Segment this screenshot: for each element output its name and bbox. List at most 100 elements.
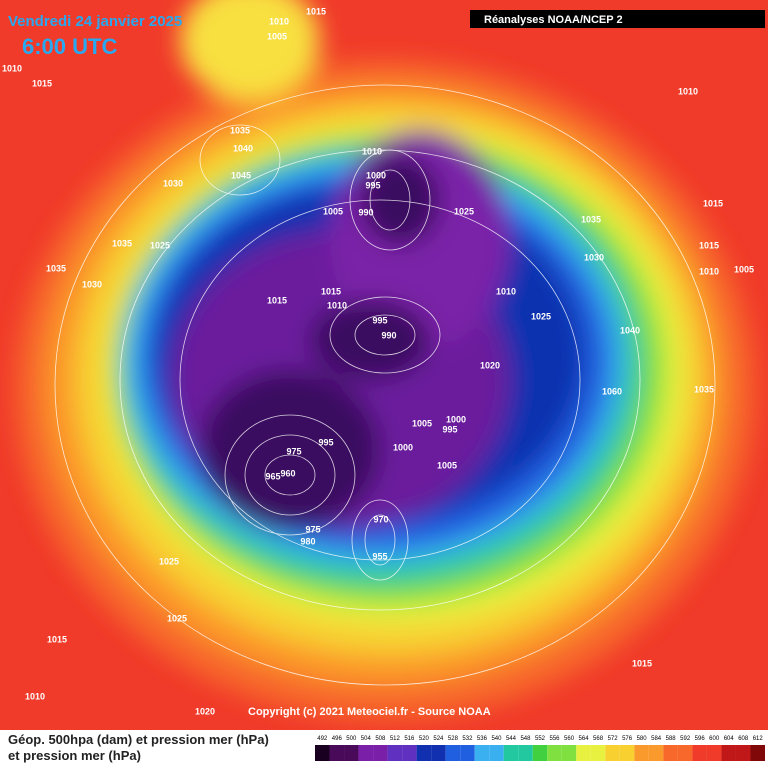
scale-swatch (402, 745, 417, 761)
pressure-label: 1010 (327, 300, 347, 310)
scale-label: 540 (491, 736, 502, 742)
pressure-label: 975 (305, 524, 320, 534)
pressure-label: 1035 (112, 238, 132, 248)
scale-label: 500 (346, 736, 357, 742)
pressure-label: 1035 (230, 125, 250, 135)
source-box (470, 10, 765, 28)
scale-label: 512 (390, 736, 401, 742)
scale-swatch (518, 745, 533, 761)
pressure-label: 1010 (699, 266, 719, 276)
pressure-label: 1030 (584, 252, 604, 262)
scale-label: 580 (637, 736, 648, 742)
pressure-label: 1015 (703, 198, 723, 208)
scale-label: 604 (724, 736, 735, 742)
pressure-label: 1010 (2, 63, 22, 73)
pressure-label: 1015 (32, 78, 52, 88)
scale-swatch (373, 745, 388, 761)
scale-swatch (387, 745, 403, 761)
pressure-label: 1015 (47, 634, 67, 644)
pressure-label: 995 (442, 424, 457, 434)
scale-swatch (750, 745, 765, 761)
scale-label: 548 (520, 736, 531, 742)
pressure-label: 1010 (496, 286, 516, 296)
pressure-label: 1035 (46, 263, 66, 273)
pressure-label: 1015 (306, 6, 326, 16)
scale-label: 532 (462, 736, 473, 742)
scale-label: 568 (593, 736, 604, 742)
scale-swatch (532, 745, 548, 761)
pressure-label: 1035 (581, 214, 601, 224)
scale-swatch (634, 745, 649, 761)
pressure-label: 1035 (694, 384, 714, 394)
source: Réanalyses NOAA/NCEP 2 (484, 14, 623, 26)
scale-label: 516 (404, 736, 415, 742)
scale-label: 528 (448, 736, 459, 742)
scale-swatch (619, 745, 635, 761)
scale-swatch (561, 745, 577, 761)
pressure-labels: 1010 1015 1005 1010 1015 1035 1040 1045 1030 1010… (2, 6, 754, 716)
scale-label: 496 (332, 736, 343, 742)
pressure-label: 1005 (437, 460, 457, 470)
scale-swatch (344, 745, 359, 761)
pressure-label: 1020 (480, 360, 500, 370)
date: Vendredi 24 janvier 2025 (8, 13, 182, 30)
pressure-label: 1025 (150, 240, 170, 250)
legend-title: et pression mer (hPa) (8, 748, 141, 763)
scale-label: 524 (433, 736, 444, 742)
pressure-label: 995 (318, 437, 333, 447)
scale-swatch (576, 745, 591, 761)
scale-label: 556 (550, 736, 561, 742)
scale-swatch (489, 745, 504, 761)
pressure-label: 1040 (620, 325, 640, 335)
scale-swatch (590, 745, 606, 761)
pressure-label: 990 (381, 330, 396, 340)
height-field (15, 0, 755, 720)
pressure-label: 955 (372, 551, 387, 561)
time: 6:00 UTC (22, 34, 117, 59)
scale-label: 520 (419, 736, 430, 742)
scale-label: 596 (695, 736, 706, 742)
pressure-label: 1025 (454, 206, 474, 216)
scale-swatch (329, 745, 345, 761)
pressure-label: 1010 (362, 146, 382, 156)
scale-label: 572 (608, 736, 619, 742)
scale-swatch (358, 745, 374, 761)
pressure-label: 1000 (446, 414, 466, 424)
scale-swatch (721, 745, 736, 761)
scale-label: 504 (361, 736, 372, 742)
pressure-label: 970 (373, 514, 388, 524)
color-scale: 492 496 500 504 508 512 516 520 524 528 532 536 540 5… (315, 736, 765, 761)
scale-swatch (431, 745, 446, 761)
pressure-label: 1010 (269, 16, 289, 26)
pressure-label: 1060 (602, 386, 622, 396)
pressure-label: 1015 (321, 286, 341, 296)
pressure-label: 995 (365, 180, 380, 190)
pressure-label: 1015 (267, 295, 287, 305)
pressure-label: 975 (286, 446, 301, 456)
scale-label: 588 (666, 736, 677, 742)
pressure-label: 965 (265, 471, 280, 481)
pressure-label: 1010 (678, 86, 698, 96)
scale-swatch (460, 745, 475, 761)
scale-label: 576 (622, 736, 633, 742)
scale-label: 612 (753, 736, 764, 742)
scale-swatch (663, 745, 678, 761)
pressure-label: 1045 (231, 170, 251, 180)
scale-label: 608 (738, 736, 749, 742)
pressure-label: 1020 (195, 706, 215, 716)
pressure-label: 1000 (366, 170, 386, 180)
pressure-label: 1005 (412, 418, 432, 428)
scale-swatch (547, 745, 562, 761)
scale-label: 592 (680, 736, 691, 742)
pressure-label: 1025 (159, 556, 179, 566)
scale-label: 508 (375, 736, 386, 742)
pressure-label: 1025 (531, 311, 551, 321)
pressure-label: 995 (372, 315, 387, 325)
pressure-label: 1005 (734, 264, 754, 274)
scale-swatch (605, 745, 620, 761)
scale-label: 544 (506, 736, 517, 742)
scale-label: 560 (564, 736, 575, 742)
pressure-label: 1010 (25, 691, 45, 701)
scale-label: 584 (651, 736, 662, 742)
